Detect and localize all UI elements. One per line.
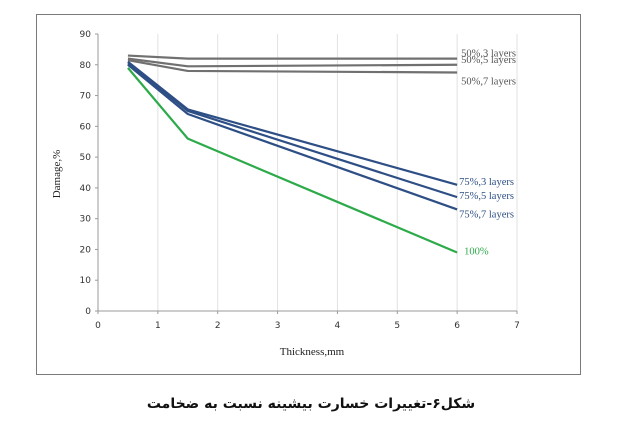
x-tick-label-3: 3 bbox=[275, 321, 281, 331]
series-label-75-7-layers: 75%,7 layers bbox=[459, 209, 514, 220]
grid-layer bbox=[157, 34, 518, 311]
y-tick-label-20: 20 bbox=[80, 245, 92, 255]
figure-frame bbox=[36, 14, 581, 375]
y-tick-label-70: 70 bbox=[80, 92, 92, 102]
x-tick-label-5: 5 bbox=[394, 321, 400, 331]
y-tick-label-30: 30 bbox=[80, 215, 92, 225]
series-label-100: 100% bbox=[464, 247, 489, 258]
x-tick-label-1: 1 bbox=[155, 321, 161, 331]
y-tick-label-60: 60 bbox=[80, 122, 92, 132]
series-label-50-3-layers: 50%,3 layers bbox=[461, 49, 516, 60]
series-label-75-3-layers: 75%,3 layers bbox=[459, 177, 514, 188]
x-tick-label-0: 0 bbox=[95, 321, 101, 331]
series-label-50-7-layers: 50%,7 layers bbox=[461, 76, 516, 87]
x-tick-label-2: 2 bbox=[215, 321, 221, 331]
y-tick-label-50: 50 bbox=[80, 153, 92, 163]
y-tick-label-40: 40 bbox=[80, 184, 92, 194]
y-tick-label-80: 80 bbox=[80, 61, 92, 71]
series-layer bbox=[127, 54, 458, 254]
x-axis-title: Thickness,mm bbox=[280, 346, 345, 358]
y-tick-label-90: 90 bbox=[80, 30, 92, 40]
series-line-50-5-layers bbox=[127, 57, 458, 68]
series-line-75-3-layers bbox=[127, 60, 458, 186]
x-tick-label-4: 4 bbox=[335, 321, 341, 331]
x-tick-label-7: 7 bbox=[514, 321, 520, 331]
y-axis-title: Damage,% bbox=[51, 150, 63, 199]
x-tick-label-6: 6 bbox=[454, 321, 460, 331]
series-line-100 bbox=[127, 67, 458, 254]
figure-caption: شکل۶-تغییرات خسارت بیشینه نسبت به ضخامت bbox=[146, 396, 476, 412]
axis-layer: 0 10 20 30 40 50 60 70 80 90 0 1 2 3 4 5 6 7 bbox=[80, 30, 520, 331]
series-line-75-7-layers bbox=[127, 63, 458, 211]
series-line-75-5-layers bbox=[127, 62, 458, 199]
series-label-75-5-layers: 75%,5 layers bbox=[459, 191, 514, 202]
damage-thickness-chart: 0 10 20 30 40 50 60 70 80 90 0 1 2 3 4 5 6 7 50%,3 layers… bbox=[51, 30, 520, 358]
y-tick-label-0: 0 bbox=[85, 307, 91, 317]
series-line-50-7-layers bbox=[127, 59, 458, 74]
series-label-50-5-layers: 50%,5 layers bbox=[461, 55, 516, 66]
y-tick-label-10: 10 bbox=[80, 276, 92, 286]
series-line-50-3-layers bbox=[127, 54, 458, 60]
